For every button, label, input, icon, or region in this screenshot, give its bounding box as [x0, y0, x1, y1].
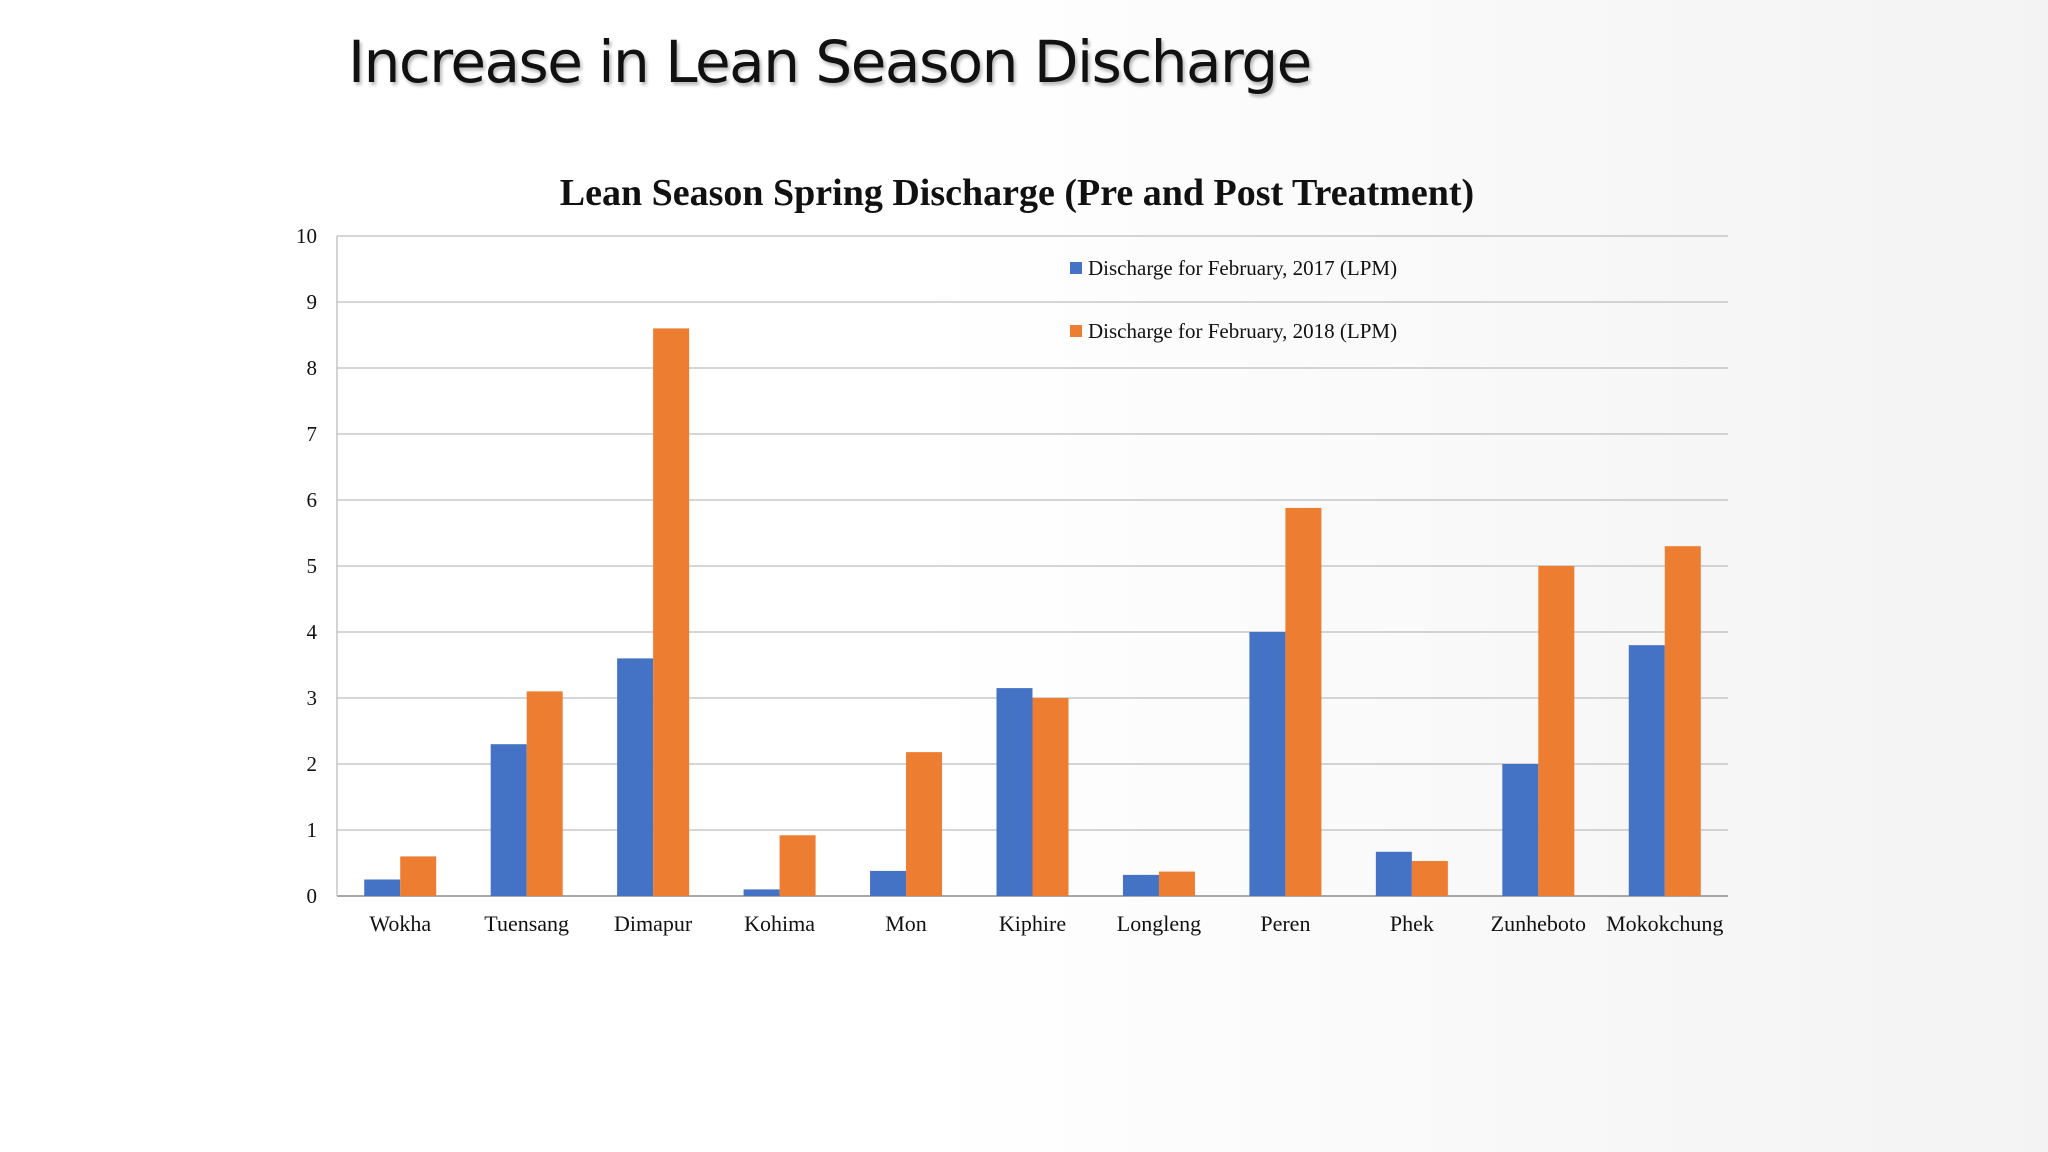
legend: Discharge for February, 2017 (LPM) Discha…: [1070, 256, 1397, 343]
x-category-label: Mokokchung: [1606, 911, 1723, 936]
bar-2017-phek: [1375, 851, 1412, 896]
bar-2017-tuensang: [490, 744, 527, 896]
bar-2018-peren: [1285, 507, 1322, 896]
legend-swatch: [1070, 325, 1082, 337]
bar-2018-mokokchung: [1664, 546, 1701, 896]
bars: [364, 328, 1701, 896]
bar-2017-wokha: [364, 879, 401, 896]
x-category-label: Wokha: [369, 911, 431, 936]
bar-2018-wokha: [400, 856, 437, 896]
x-category-label: Peren: [1260, 911, 1310, 936]
bar-2018-longleng: [1158, 871, 1195, 896]
bar-2017-mokokchung: [1628, 645, 1665, 896]
bar-2017-kiphire: [996, 688, 1033, 896]
x-category-label: Longleng: [1117, 911, 1201, 936]
x-category-label: Tuensang: [484, 911, 569, 936]
bar-2018-zunheboto: [1538, 566, 1575, 896]
bar-2017-peren: [1249, 632, 1286, 896]
legend-label: Discharge for February, 2018 (LPM): [1088, 319, 1397, 343]
legend-swatch: [1070, 262, 1082, 274]
y-tick-label: 9: [307, 290, 318, 314]
x-category-label: Dimapur: [614, 911, 693, 936]
bar-2018-phek: [1411, 861, 1448, 896]
bar-2017-kohima: [743, 889, 780, 896]
bar-2017-zunheboto: [1502, 764, 1539, 896]
bar-2017-dimapur: [617, 658, 654, 896]
chart-title: Lean Season Spring Discharge (Pre and Po…: [560, 172, 1474, 214]
y-tick-label: 6: [307, 488, 318, 512]
bar-2018-kiphire: [1032, 698, 1069, 896]
x-category-label: Kohima: [744, 911, 815, 936]
bar-2018-kohima: [779, 835, 816, 896]
y-tick-label: 1: [307, 818, 318, 842]
x-category-label: Phek: [1390, 911, 1434, 936]
bar-2018-mon: [906, 752, 943, 896]
y-tick-label: 4: [307, 620, 318, 644]
y-tick-label: 0: [307, 884, 318, 908]
y-tick-label: 5: [307, 554, 318, 578]
slide-title: Increase in Lean Season Discharge: [348, 28, 1312, 96]
legend-label: Discharge for February, 2017 (LPM): [1088, 256, 1397, 280]
bar-2018-tuensang: [526, 691, 563, 896]
y-tick-label: 10: [296, 224, 317, 248]
y-tick-label: 8: [307, 356, 318, 380]
y-tick-label: 2: [307, 752, 318, 776]
y-axis-ticks: 0 1 2 3 4 5 6 7 8 9 10: [296, 224, 318, 908]
bar-2017-mon: [870, 870, 907, 896]
y-tick-label: 3: [307, 686, 318, 710]
bar-2017-longleng: [1122, 874, 1159, 896]
y-tick-label: 7: [307, 422, 318, 446]
x-axis-categories: Wokha Tuensang Dimapur Kohima Mon Kiphire Long…: [369, 911, 1723, 936]
bar-2018-dimapur: [653, 328, 690, 896]
x-category-label: Zunheboto: [1491, 911, 1586, 936]
x-category-label: Mon: [885, 911, 927, 936]
x-category-label: Kiphire: [999, 911, 1066, 936]
